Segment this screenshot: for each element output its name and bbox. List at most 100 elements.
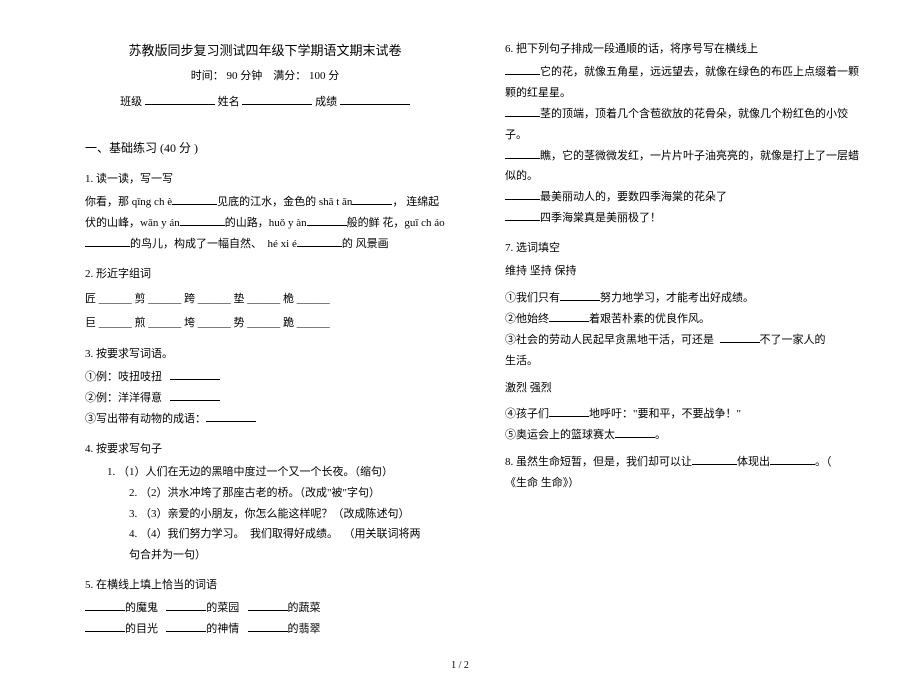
q2-row2: 巨 ______ 煎 ______ 垮 ______ 势 ______ 跪 __… <box>85 311 445 335</box>
time-label: 时间： <box>191 70 224 82</box>
blank <box>85 620 125 632</box>
blank <box>549 405 589 417</box>
q3b: ②例：洋洋得意 <box>85 392 162 404</box>
blank <box>352 193 392 205</box>
q7-words1: 维持 坚持 保持 <box>505 261 865 282</box>
class-blank <box>145 93 215 105</box>
q6b: 茎的顶端，顶着几个含苞欲放的花骨朵，就像几个粉红色的小饺子。 <box>505 108 848 141</box>
q1-body: 你看，那 qīng ch è见底的江水，金色的 shā t ān， 连绵起伏的山… <box>85 192 445 255</box>
blank <box>307 214 347 226</box>
q4d: 4. （4）我们努力学习。 我们取得好成绩。 （用关联词将两 句合并为一句） <box>85 524 445 566</box>
q7c2: 不了一家人的 <box>760 334 826 346</box>
full-label: 满分： <box>273 70 306 82</box>
q1p6: 般的鲜 <box>347 217 380 229</box>
blank <box>170 368 220 380</box>
blank <box>720 331 760 343</box>
q3c: ③写出带有动物的成语： <box>85 413 206 425</box>
q8c: 。（ <box>815 456 832 468</box>
blank <box>180 214 225 226</box>
name-blank <box>242 93 312 105</box>
q4d-c: （用关联词将两 <box>344 528 421 540</box>
q5b1: 的目光 <box>125 623 158 635</box>
q1p11: 风景画 <box>356 238 389 250</box>
blank <box>166 620 206 632</box>
page-number: 1 / 2 <box>0 660 920 671</box>
q4c: 3. （3）亲爱的小朋友，你怎么能这样呢？（改成陈述句） <box>85 504 445 525</box>
blank <box>692 453 737 465</box>
blank <box>248 599 288 611</box>
q7c3: 生活。 <box>505 355 538 367</box>
section-1-heading: 一、基础练习 (40 分 ) <box>85 139 445 156</box>
q1p9: hé xi é <box>268 238 297 250</box>
q6a: 它的花，就像五角星，远远望去，就像在绿色的布匹上点缀着一颗颗的红星星。 <box>505 66 859 99</box>
q7-heading: 7. 选词填空 <box>505 239 865 255</box>
q7c: ③社会的劳动人民起早贪黑地干活，可还是 <box>505 334 714 346</box>
blank <box>505 209 540 221</box>
q1p2: 见底的江水，金色的 shā t ān <box>217 196 352 208</box>
q7-body2: ④孩子们地呼吁："要和平，不要战争！" ⑤奥运会上的篮球赛太。 <box>505 404 865 446</box>
q4b: 2. （2）洪水冲垮了那座古老的桥。（改成"被"字句） <box>85 483 445 504</box>
score-label: 成绩 <box>315 96 337 108</box>
q1p3: ， <box>392 196 403 208</box>
q7e: ⑤奥运会上的篮球赛太 <box>505 429 615 441</box>
q1p8: 的鸟儿，构成了一幅自然、 <box>130 238 262 250</box>
q6-body: 它的花，就像五角星，远远望去，就像在绿色的布匹上点缀着一颗颗的红星星。 茎的顶端… <box>505 62 865 229</box>
q7b: ②他始终 <box>505 313 549 325</box>
q8d: 《生命 生命》） <box>505 477 579 489</box>
q3-body: ①例：吱扭吱扭 ②例：洋洋得意 ③写出带有动物的成语： <box>85 367 445 430</box>
q5b2: 的神情 <box>206 623 239 635</box>
blank <box>85 599 125 611</box>
q5a3: 的蔬菜 <box>288 602 321 614</box>
q4a: 1. （1）人们在无边的黑暗中度过一个又一个长夜。（缩句） <box>85 462 445 483</box>
q4d-a: 4. （4）我们努力学习。 <box>129 528 245 540</box>
blank <box>297 235 342 247</box>
q6-heading: 6. 把下列句子排成一段通顺的话，将序号写在横线上 <box>505 40 865 56</box>
q8a: 8. 虽然生命短暂，但是，我们却可以让 <box>505 456 692 468</box>
blank <box>172 193 217 205</box>
q7a2: 努力地学习，才能考出好成绩。 <box>600 292 754 304</box>
page: 苏教版同步复习测试四年级下学期语文期末试卷 时间： 90 分钟 满分： 100 … <box>0 0 920 681</box>
blank <box>560 289 600 301</box>
blank <box>206 410 256 422</box>
q4d-b: 我们取得好成绩。 <box>250 528 338 540</box>
q8-body: 8. 虽然生命短暂，但是，我们却可以让体现出。（ 《生命 生命》） <box>505 452 865 494</box>
q2-row1: 匠 ______ 剪 ______ 跨 ______ 垫 ______ 桅 __… <box>85 287 445 311</box>
q7e2: 。 <box>655 429 666 441</box>
q6e: 四季海棠真是美丽极了！ <box>540 212 661 224</box>
q5-body: 的魔鬼 的菜园 的蔬菜 的目光 的神情 的翡翠 <box>85 598 445 640</box>
q3a: ①例：吱扭吱扭 <box>85 371 162 383</box>
full-value: 100 分 <box>309 70 339 82</box>
blank <box>505 63 540 75</box>
q5a2: 的菜园 <box>206 602 239 614</box>
blank <box>505 188 540 200</box>
class-label: 班级 <box>120 96 142 108</box>
q5a1: 的魔鬼 <box>125 602 158 614</box>
score-blank <box>340 93 410 105</box>
blank <box>248 620 288 632</box>
time-value: 90 分钟 <box>227 70 263 82</box>
q2-heading: 2. 形近字组词 <box>85 265 445 281</box>
q5-heading: 5. 在横线上填上恰当的词语 <box>85 576 445 592</box>
q7-body1: ①我们只有努力地学习，才能考出好成绩。 ②他始终着艰苦朴素的优良作风。 ③社会的… <box>505 288 865 372</box>
q4-heading: 4. 按要求写句子 <box>85 440 445 456</box>
q1p1: 你看，那 qīng ch è <box>85 196 172 208</box>
student-info: 班级 姓名 成绩 <box>85 93 445 109</box>
blank <box>170 389 220 401</box>
blank <box>549 310 589 322</box>
blank <box>615 426 655 438</box>
q6c: 瞧，它的茎微微发红，一片片叶子油亮亮的，就像是打上了一层蜡似的。 <box>505 150 859 183</box>
q4-body: 1. （1）人们在无边的黑暗中度过一个又一个长夜。（缩句） 2. （2）洪水冲垮… <box>85 462 445 566</box>
blank <box>166 599 206 611</box>
q1p7: 花，guī ch áo <box>382 217 444 229</box>
q7-words2: 激烈 强烈 <box>505 378 865 399</box>
q1-heading: 1. 读一读，写一写 <box>85 170 445 186</box>
blank <box>505 105 540 117</box>
q4d-d: 句合并为一句） <box>129 549 206 561</box>
blank <box>85 235 130 247</box>
blank <box>505 147 540 159</box>
content-columns: 苏教版同步复习测试四年级下学期语文期末试卷 时间： 90 分钟 满分： 100 … <box>85 40 865 640</box>
blank <box>770 453 815 465</box>
q5b3: 的翡翠 <box>288 623 321 635</box>
exam-meta: 时间： 90 分钟 满分： 100 分 <box>85 67 445 83</box>
q1p10: 的 <box>342 238 353 250</box>
